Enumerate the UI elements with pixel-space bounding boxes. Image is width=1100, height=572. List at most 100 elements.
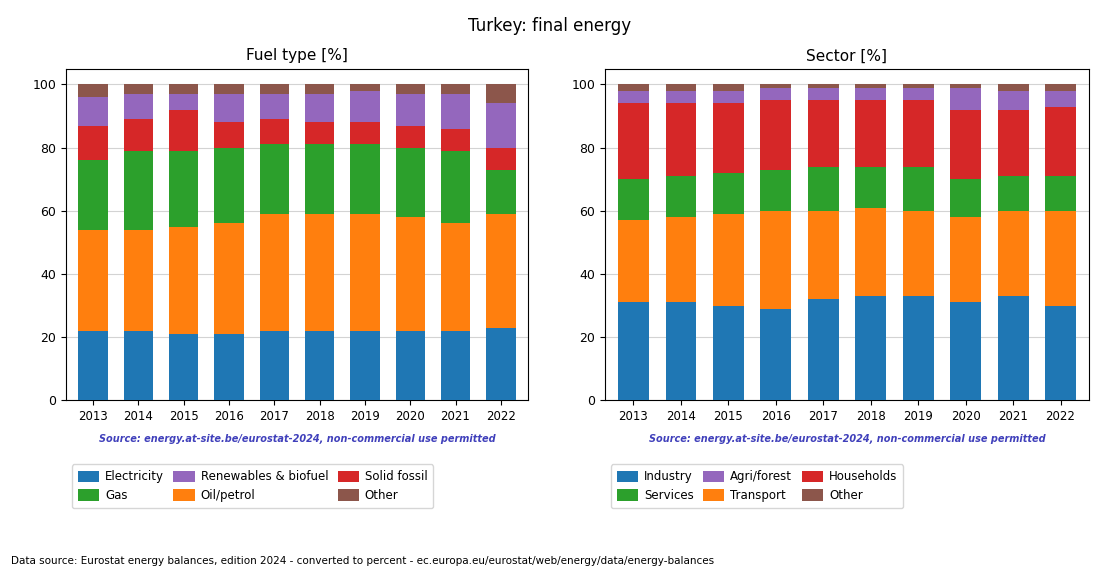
Bar: [305, 94, 334, 122]
Bar: [1045, 211, 1076, 305]
Bar: [903, 211, 934, 296]
Bar: [78, 331, 108, 400]
Bar: [214, 122, 244, 148]
Bar: [124, 85, 153, 94]
Bar: [260, 214, 289, 331]
Bar: [1045, 176, 1076, 211]
Text: Source: energy.at-site.be/eurostat-2024, non-commercial use permitted: Source: energy.at-site.be/eurostat-2024,…: [99, 434, 495, 443]
Bar: [903, 296, 934, 400]
Bar: [305, 331, 334, 400]
Bar: [618, 85, 649, 91]
Bar: [713, 305, 744, 400]
Bar: [1045, 305, 1076, 400]
Bar: [124, 94, 153, 119]
Bar: [807, 211, 838, 299]
Bar: [1045, 91, 1076, 106]
Bar: [214, 148, 244, 224]
Bar: [666, 91, 696, 104]
Bar: [486, 214, 516, 328]
Bar: [441, 331, 471, 400]
Bar: [441, 94, 471, 129]
Bar: [486, 148, 516, 170]
Legend: Electricity, Gas, Renewables & biofuel, Oil/petrol, Solid fossil, Other: Electricity, Gas, Renewables & biofuel, …: [72, 464, 433, 508]
Bar: [396, 217, 425, 331]
Bar: [760, 85, 791, 88]
Bar: [169, 85, 198, 94]
Bar: [903, 85, 934, 88]
Bar: [903, 88, 934, 100]
Bar: [396, 85, 425, 94]
Bar: [169, 334, 198, 400]
Bar: [807, 85, 838, 88]
Text: Turkey: final energy: Turkey: final energy: [469, 17, 631, 35]
Bar: [807, 88, 838, 100]
Bar: [486, 104, 516, 148]
Bar: [78, 160, 108, 230]
Bar: [950, 217, 981, 303]
Bar: [856, 88, 887, 100]
Bar: [903, 100, 934, 166]
Bar: [486, 85, 516, 104]
Bar: [856, 100, 887, 166]
Bar: [350, 91, 380, 122]
Bar: [807, 166, 838, 211]
Bar: [950, 303, 981, 400]
Bar: [350, 214, 380, 331]
Bar: [260, 85, 289, 94]
Bar: [713, 104, 744, 173]
Bar: [260, 119, 289, 145]
Bar: [713, 91, 744, 104]
Bar: [169, 151, 198, 227]
Text: Source: energy.at-site.be/eurostat-2024, non-commercial use permitted: Source: energy.at-site.be/eurostat-2024,…: [649, 434, 1045, 443]
Bar: [305, 122, 334, 145]
Bar: [305, 85, 334, 94]
Bar: [396, 94, 425, 125]
Bar: [214, 94, 244, 122]
Bar: [441, 224, 471, 331]
Bar: [856, 208, 887, 296]
Bar: [260, 145, 289, 214]
Text: Data source: Eurostat energy balances, edition 2024 - converted to percent - ec.: Data source: Eurostat energy balances, e…: [11, 557, 714, 566]
Bar: [441, 129, 471, 151]
Bar: [998, 110, 1028, 176]
Bar: [713, 85, 744, 91]
Bar: [998, 176, 1028, 211]
Bar: [486, 328, 516, 400]
Bar: [124, 151, 153, 230]
Bar: [441, 85, 471, 94]
Bar: [856, 166, 887, 208]
Bar: [350, 331, 380, 400]
Bar: [618, 104, 649, 179]
Bar: [260, 331, 289, 400]
Bar: [78, 97, 108, 125]
Bar: [441, 151, 471, 224]
Bar: [1045, 106, 1076, 176]
Bar: [998, 296, 1028, 400]
Bar: [903, 166, 934, 211]
Bar: [350, 145, 380, 214]
Bar: [78, 230, 108, 331]
Bar: [305, 145, 334, 214]
Bar: [169, 110, 198, 151]
Bar: [124, 119, 153, 151]
Title: Fuel type [%]: Fuel type [%]: [246, 48, 348, 63]
Bar: [214, 224, 244, 334]
Bar: [998, 85, 1028, 91]
Bar: [305, 214, 334, 331]
Bar: [350, 85, 380, 91]
Bar: [1045, 85, 1076, 91]
Bar: [666, 176, 696, 217]
Bar: [214, 334, 244, 400]
Bar: [486, 170, 516, 214]
Bar: [950, 179, 981, 217]
Bar: [169, 227, 198, 334]
Bar: [618, 220, 649, 303]
Bar: [666, 303, 696, 400]
Bar: [760, 88, 791, 100]
Bar: [856, 296, 887, 400]
Bar: [950, 88, 981, 110]
Bar: [78, 85, 108, 97]
Bar: [214, 85, 244, 94]
Bar: [169, 94, 198, 110]
Bar: [760, 100, 791, 170]
